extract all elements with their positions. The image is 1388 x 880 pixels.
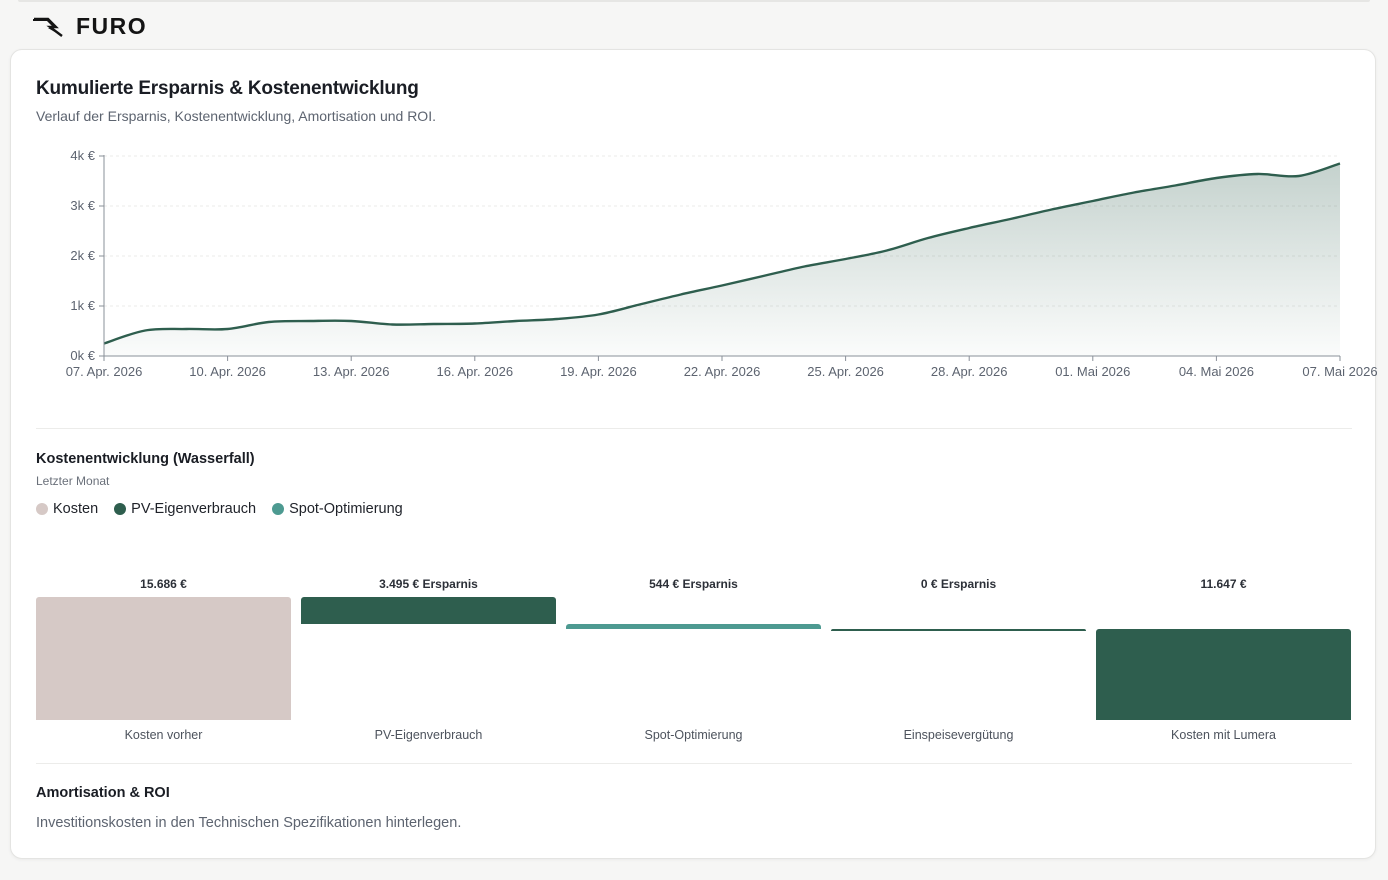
waterfall-bar[interactable] [831, 628, 1086, 631]
bar-category-label: Kosten vorher [124, 728, 203, 742]
waterfall-bar[interactable] [1096, 628, 1351, 720]
legend-swatch [36, 503, 48, 515]
brand-name: FURO [76, 12, 148, 39]
savings-line [103, 162, 1341, 345]
x-tick-label: 16. Apr. 2026 [436, 364, 513, 379]
bar-value-label: 15.686 € [140, 577, 187, 591]
waterfall-column: 544 € Ersparnis Spot-Optimierung [566, 574, 821, 754]
legend-swatch [114, 503, 127, 515]
legend-label: PV-Eigenverbrauch [131, 501, 257, 517]
waterfall-bar[interactable] [36, 597, 291, 720]
legend-label: Spot-Optimierung [289, 501, 403, 517]
waterfall-bar[interactable] [301, 597, 556, 625]
x-tick-label: 19. Apr. 2026 [560, 364, 637, 379]
x-tick-label: 22. Apr. 2026 [684, 364, 761, 379]
top-border [18, 0, 1370, 2]
waterfall-legend: Kosten PV-Eigenverbrauch Spot-Optimierun… [36, 501, 403, 517]
bar-value-label: 3.495 € Ersparnis [379, 577, 478, 591]
x-tick-label: 04. Mai 2026 [1179, 364, 1254, 379]
roi-title: Amortisation & ROI [36, 785, 170, 801]
legend-item-pv[interactable]: PV-Eigenverbrauch [114, 501, 256, 517]
x-tick-label: 13. Apr. 2026 [313, 364, 390, 379]
x-tick-label: 28. Apr. 2026 [931, 364, 1008, 379]
bar-value-label: 0 € Ersparnis [920, 577, 997, 591]
section-divider [36, 428, 1352, 429]
bar-category-label: Kosten mit Lumera [1171, 728, 1276, 742]
y-tick-label: 3k € [70, 198, 95, 213]
legend-item-kosten[interactable]: Kosten [36, 501, 98, 517]
bar-category-label: Spot-Optimierung [644, 728, 743, 742]
x-tick-label: 01. Mai 2026 [1055, 364, 1130, 379]
waterfall-subtitle: Letzter Monat [36, 474, 110, 488]
bar-value-label: 11.647 € [1200, 577, 1247, 591]
waterfall-column: 3.495 € Ersparnis PV-Eigenverbrauch [301, 574, 556, 754]
y-tick-label: 0k € [70, 348, 95, 363]
bar-value-label: 544 € Ersparnis [649, 577, 738, 591]
waterfall-bar[interactable] [566, 624, 821, 629]
brand-logo[interactable]: FURO [32, 13, 147, 39]
bolt-logo-icon [33, 17, 63, 37]
waterfall-title: Kostenentwicklung (Wasserfall) [36, 451, 255, 467]
x-tick-label: 07. Mai 2026 [1302, 364, 1377, 379]
section-divider [36, 763, 1352, 764]
y-tick-label: 4k € [70, 148, 95, 163]
legend-swatch [272, 503, 285, 515]
waterfall-column: 15.686 € Kosten vorher [36, 574, 291, 754]
bar-category-label: PV-Eigenverbrauch [374, 728, 483, 742]
cumulative-savings-chart: 0k € 1k € 2k € 3k € 4k € 07. Apr. 2026 10. Apr… [66, 148, 1377, 379]
waterfall-column: 0 € Ersparnis Einspeisevergütung [831, 574, 1086, 754]
roi-text: Investitionskosten in den Technischen Sp… [36, 815, 462, 831]
y-tick-label: 1k € [70, 298, 95, 313]
x-tick-label: 25. Apr. 2026 [807, 364, 884, 379]
waterfall-column: 11.647 € Kosten mit Lumera [1096, 574, 1351, 754]
card-title: Kumulierte Ersparnis & Kostenentwicklung [36, 78, 419, 99]
card-subtitle: Verlauf der Ersparnis, Kostenentwicklung… [36, 108, 436, 124]
savings-card: Kumulierte Ersparnis & Kostenentwicklung… [10, 49, 1377, 859]
bar-category-label: Einspeisevergütung [903, 728, 1014, 742]
savings-area [104, 163, 1340, 356]
x-tick-label: 07. Apr. 2026 [66, 364, 143, 379]
y-tick-label: 2k € [70, 248, 95, 263]
legend-item-spot[interactable]: Spot-Optimierung [272, 501, 403, 517]
legend-label: Kosten [53, 501, 99, 517]
x-tick-label: 10. Apr. 2026 [189, 364, 266, 379]
